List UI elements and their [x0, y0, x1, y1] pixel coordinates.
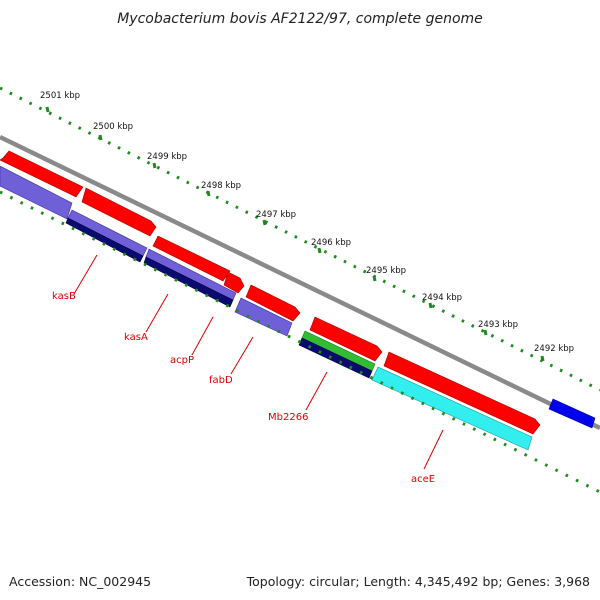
ruler-label: 2498 kbp [201, 181, 241, 191]
outer-ruler [0, 86, 600, 392]
ruler-tick [45, 106, 50, 113]
genome-summary-text: Topology: circular; Length: 4,345,492 bp… [246, 574, 590, 589]
ruler-label: 2494 kbp [422, 293, 462, 303]
ruler-label: 2497 kbp [256, 210, 296, 220]
ruler-tick [483, 329, 488, 336]
gene-label-kasA: kasA [124, 332, 148, 343]
reverse-strand-genes [0, 165, 596, 451]
leader-kasA [145, 293, 169, 333]
ruler-label: 2495 kbp [366, 266, 406, 276]
inner-ruler-dots [0, 190, 600, 494]
gene-arrow-kasA [81, 187, 157, 237]
ruler-tick [428, 302, 433, 309]
gene-arrow-mb2266 [383, 351, 541, 435]
ruler-label: 2500 kbp [93, 122, 133, 132]
ruler-tick [540, 355, 545, 362]
gene-label-aceE: aceE [411, 474, 435, 485]
gene-arrow-blue [548, 398, 596, 429]
gene-arrow-small [223, 271, 245, 294]
gene-arrow-acpP-rev-dark [143, 256, 234, 308]
ruler-label: 2499 kbp [147, 152, 187, 162]
accession-text: Accession: NC_002945 [9, 574, 151, 589]
leader-aceE [423, 429, 444, 470]
leader-kasB [73, 254, 98, 295]
gene-label-acpP: acpP [170, 355, 194, 366]
ruler-label: 2492 kbp [534, 344, 574, 354]
gene-label-fabD: fabD [209, 375, 233, 386]
gene-arrow-fabD-rev [234, 297, 293, 337]
gene-labels: kasB kasA acpP fabD Mb2266 aceE [52, 291, 435, 485]
ruler-tick [262, 219, 267, 226]
ruler-tick [317, 247, 322, 254]
gene-arrow-rev1 [0, 165, 73, 220]
gene-label-mb2266: Mb2266 [268, 412, 308, 423]
ruler-label: 2493 kbp [478, 320, 518, 330]
gene-arrow-kasA-rev-dark [65, 217, 144, 263]
gene-arrow-aceE [371, 366, 533, 451]
gene-arrow-fabD [245, 284, 301, 322]
ruler-tick [206, 190, 211, 197]
gene-arrow-mb2265 [309, 316, 383, 362]
label-leaders [73, 254, 444, 470]
gene-arrow-kasB [0, 150, 84, 198]
ruler-labels: 2501 kbp 2500 kbp 2499 kbp 2498 kbp 2497… [40, 91, 574, 354]
leader-fabD [230, 336, 254, 375]
leader-acpP [191, 316, 214, 356]
ruler-label: 2496 kbp [311, 238, 351, 248]
gene-label-kasB: kasB [52, 291, 76, 302]
ruler-tick [98, 134, 103, 141]
ruler-tick [372, 275, 377, 282]
leader-mb2266 [305, 371, 328, 411]
map-title: Mycobacterium bovis AF2122/97, complete … [117, 11, 483, 27]
ruler-label: 2501 kbp [40, 91, 80, 101]
forward-strand-genes [0, 150, 541, 435]
genome-backbone [0, 134, 600, 431]
ruler-tick [152, 162, 157, 169]
